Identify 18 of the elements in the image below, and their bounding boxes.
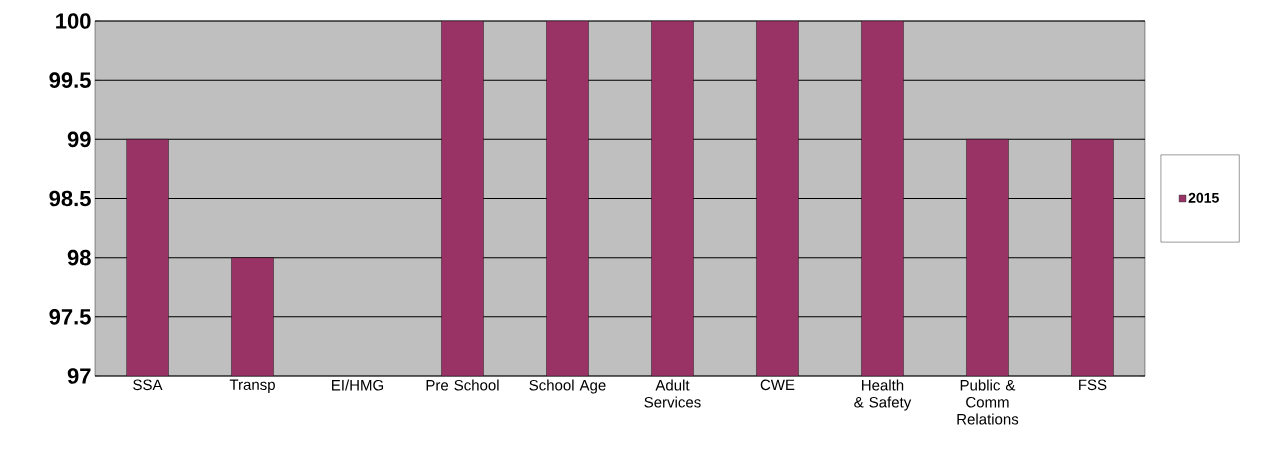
y-tick-label: 98.5 (49, 190, 91, 207)
x-tick-label: EI/HMG (332, 379, 384, 391)
x-tick-label: Adult Services (644, 379, 701, 408)
x-tick-label: School Age (529, 379, 606, 394)
x-tick-label: FSS (1079, 379, 1107, 391)
y-tick-label: 99.5 (49, 72, 91, 88)
x-tick-label: Health & Safety (854, 379, 912, 411)
x-tick-label: CWE (760, 379, 795, 391)
y-tick-label: 100 (56, 13, 91, 29)
x-tick-label: Transp (229, 379, 275, 393)
y-tick-label: 97.5 (49, 309, 91, 325)
y-tick-label: 98 (67, 249, 91, 266)
y-tick-label: 97 (67, 368, 91, 384)
legend-label: 2015 (1188, 192, 1219, 203)
x-tick-label: SSA (133, 379, 163, 391)
x-tick-label: Pre School (426, 379, 499, 391)
y-tick-label: 99 (67, 131, 91, 148)
x-tick-label: Public & Comm Relations (957, 379, 1019, 425)
